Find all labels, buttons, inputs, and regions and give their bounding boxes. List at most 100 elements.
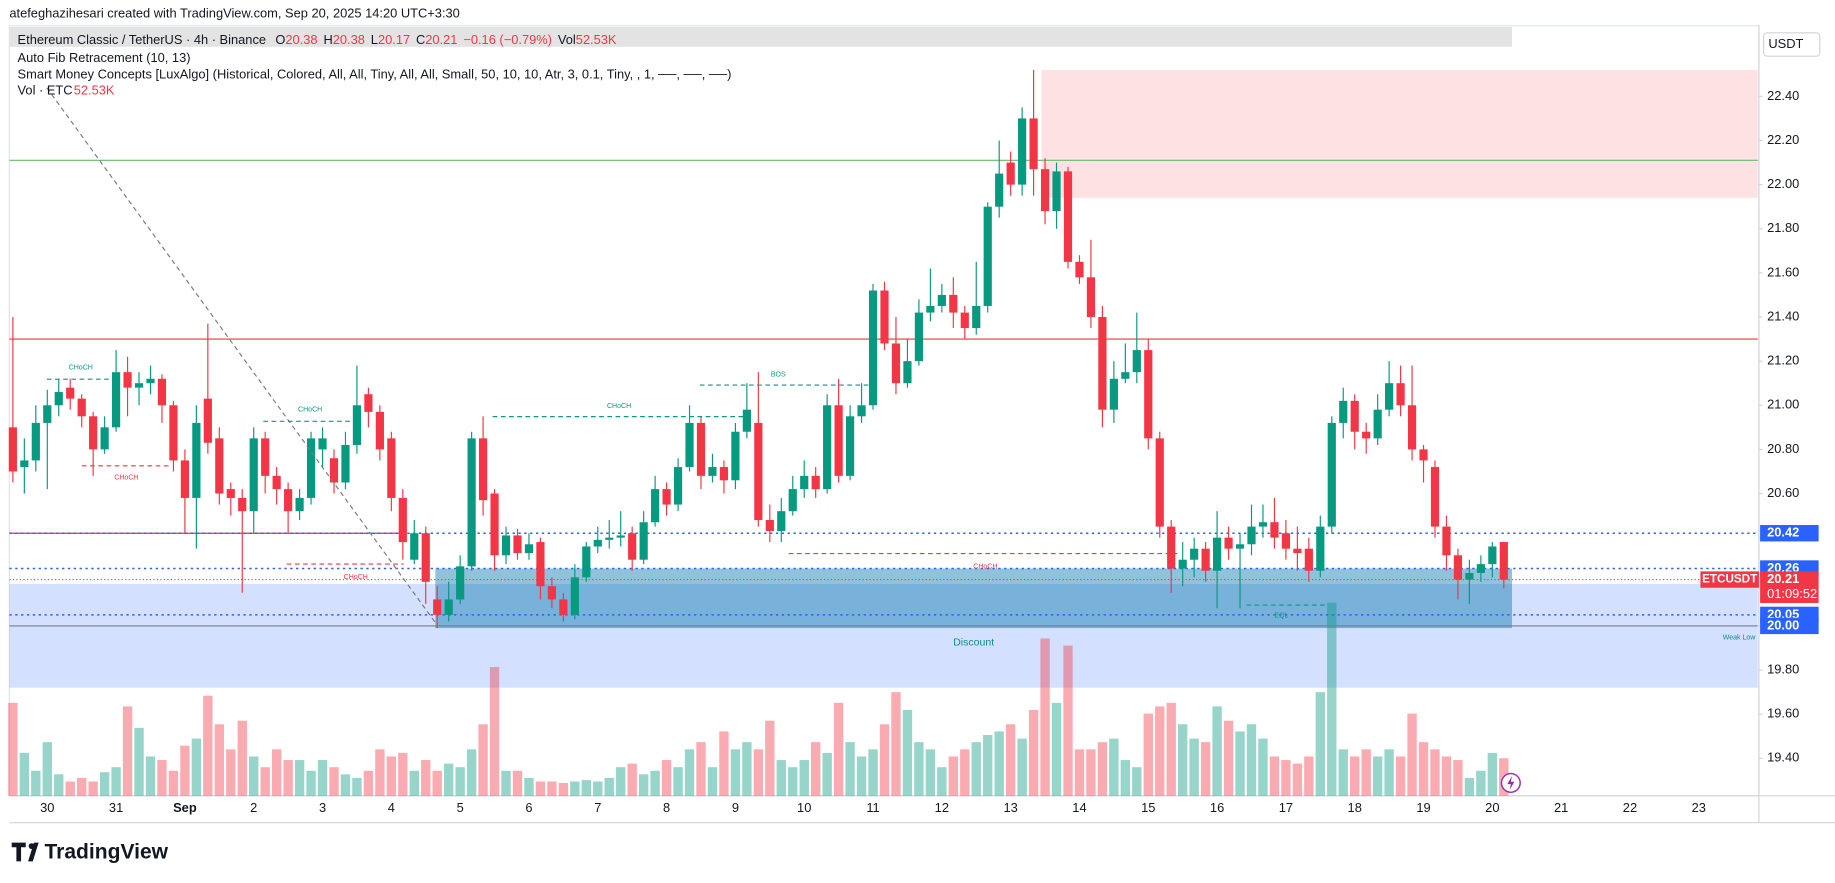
volume-bar [925, 749, 936, 796]
volume-bar [317, 760, 328, 796]
annotation: Weak Low [1723, 635, 1757, 642]
candle-body [123, 372, 132, 388]
volume-bar [191, 738, 202, 796]
candle-body [203, 398, 212, 443]
candle-body [111, 372, 121, 428]
candle-body [284, 489, 293, 512]
candle-body [421, 533, 430, 582]
price-tag-label: 20.00 [1767, 617, 1799, 632]
volume-bar [719, 731, 729, 796]
candle-body [1407, 405, 1417, 450]
volume-bar [535, 781, 546, 796]
currency-box[interactable] [1763, 32, 1821, 57]
candle-body [1419, 449, 1428, 461]
vol-indicator-value: 52.53K [74, 83, 115, 98]
candle-body [937, 294, 946, 306]
candle-body [1098, 317, 1107, 410]
legend-symbol: Ethereum Classic / TetherUS · 4h · Binan… [18, 32, 266, 47]
volume-bar [822, 752, 832, 796]
volume-bar [1430, 749, 1440, 796]
volume-bar [788, 767, 798, 796]
volume-bar [444, 763, 454, 796]
brand-logo: TradingView [11, 841, 169, 864]
alert-bolt [1507, 775, 1515, 790]
candle-body [1442, 526, 1451, 556]
y-tick-label: 21.00 [1767, 397, 1799, 412]
candle-body [765, 519, 774, 532]
candle-body [1373, 409, 1382, 439]
candle-body [478, 438, 488, 501]
volume-bar [1304, 756, 1314, 796]
x-tick-label: 30 [40, 800, 54, 815]
x-tick-label: 12 [935, 800, 949, 815]
volume-bar [1051, 702, 1062, 796]
candle-body [823, 405, 832, 490]
x-tick-label: 14 [1072, 800, 1086, 815]
volume-bar [1120, 760, 1131, 796]
structure-lines [46, 378, 1329, 606]
candle-body [352, 405, 362, 445]
volume-bar [776, 760, 786, 796]
candle-body [169, 405, 178, 461]
volume-bar [19, 752, 30, 796]
volume-bar [994, 731, 1004, 796]
volume-bar [512, 770, 523, 796]
candle-body [1476, 564, 1485, 573]
candle-body [1488, 546, 1497, 565]
volume-bar [1109, 738, 1119, 796]
volume-bar [902, 709, 913, 796]
annotation: EQL [1274, 612, 1288, 619]
volume-bar [1086, 749, 1096, 796]
logo-dot [28, 843, 35, 850]
x-tick-label: 5 [457, 800, 464, 815]
candle-body [662, 489, 671, 505]
volume-bar [1005, 724, 1016, 796]
candle-body [1499, 542, 1508, 580]
brand: TradingView [44, 841, 168, 864]
candle-body [66, 387, 75, 399]
legend-value: 20.17 [378, 32, 410, 47]
x-tick-label: 13 [1003, 800, 1017, 815]
currency[interactable]: USDT [1768, 36, 1803, 51]
volume-bar [1269, 756, 1280, 796]
candle-body [134, 383, 144, 388]
volume-bar [1223, 720, 1234, 796]
candle-body [501, 535, 511, 556]
volume-bar [134, 727, 144, 796]
volume-bar [1235, 731, 1245, 796]
volume-bar [627, 763, 637, 796]
candle-body [639, 522, 648, 560]
legend-value: 20.38 [285, 32, 317, 47]
volume-bar [1292, 763, 1303, 796]
x-tick-label: 2 [250, 800, 257, 815]
volume-bar [524, 777, 534, 796]
volume-bar [1200, 742, 1211, 796]
x-tick-label: 22 [1623, 800, 1637, 815]
volume-bar [1476, 770, 1486, 796]
candle-body [570, 577, 579, 615]
volume-bar [638, 774, 649, 796]
x-tick-label: 9 [732, 800, 739, 815]
candle-body [696, 422, 706, 476]
candle-body [1281, 533, 1291, 549]
volume-bar [1407, 713, 1417, 796]
candle-body [1465, 572, 1474, 580]
legend-key: O [275, 32, 285, 47]
zone [435, 568, 1513, 629]
volume-bar [661, 760, 672, 796]
candle-body [731, 431, 740, 481]
candle-body [834, 405, 843, 476]
volume-bar [88, 781, 98, 796]
volume-bar [77, 777, 87, 796]
volume-bar [1350, 756, 1360, 796]
volume-bar [650, 770, 660, 796]
volume-bar [730, 749, 741, 796]
volume-bar [707, 767, 718, 796]
volume-bar [971, 742, 981, 796]
volume-bar [306, 770, 316, 796]
candle-body [891, 343, 901, 384]
volume-bar [1040, 638, 1050, 796]
volume-bar [409, 770, 419, 796]
y-tick-label: 21.60 [1767, 264, 1799, 279]
